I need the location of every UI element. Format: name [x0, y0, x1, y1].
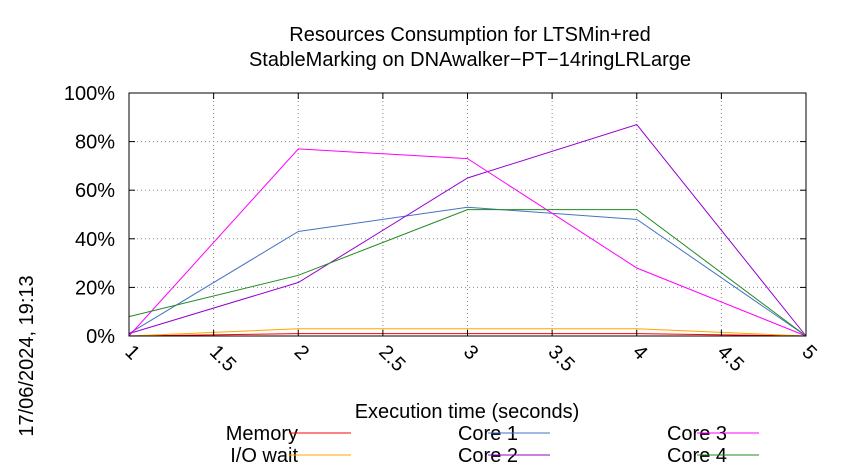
- series-line-core-2: [128, 124, 807, 337]
- x-tick-label: 1.5: [205, 341, 240, 376]
- x-tick-label: 1: [120, 341, 143, 364]
- y-tick-label: 60%: [75, 180, 115, 202]
- chart-title-line-2: StableMarking on DNAwalker−PT−14ringLRLa…: [249, 49, 691, 71]
- y-tick-label: 40%: [75, 229, 115, 251]
- legend-label-memory: Memory: [226, 423, 298, 445]
- y-tick-label: 0%: [86, 326, 115, 348]
- series-lines: [128, 124, 807, 337]
- chart-title-line-1: Resources Consumption for LTSMin+red: [289, 24, 650, 46]
- series-line-core-3: [128, 148, 807, 337]
- x-tick-label: 4.5: [713, 341, 748, 376]
- legend-label-core-2: Core 2: [458, 445, 518, 467]
- y-tick-label: 100%: [64, 83, 115, 105]
- y-tick-label: 80%: [75, 132, 115, 154]
- x-tick-label: 3: [459, 341, 482, 364]
- x-tick-label: 4: [628, 341, 651, 364]
- chart-title: Resources Consumption for LTSMin+red Sta…: [249, 24, 691, 71]
- x-tick-label: 5: [797, 341, 820, 364]
- x-tick-label: 3.5: [544, 341, 579, 376]
- series-line-i-o-wait: [128, 328, 807, 337]
- x-axis-label: Execution time (seconds): [355, 401, 580, 423]
- y-axis: 0% 20% 40% 60% 80% 100%: [64, 83, 806, 348]
- legend-label-core-4: Core 4: [667, 445, 727, 467]
- series-line-core-4: [128, 209, 807, 337]
- x-tick-label: 2.5: [374, 341, 409, 376]
- legend-label-core-3: Core 3: [667, 423, 727, 445]
- x-tick-label: 2: [290, 341, 313, 364]
- y-tick-label: 20%: [75, 277, 115, 299]
- timestamp-label: 17/06/2024, 19:13: [16, 275, 38, 436]
- gridlines: [129, 93, 806, 336]
- legend-label-core-1: Core 1: [458, 423, 518, 445]
- series-line-core-1: [128, 206, 807, 337]
- legend-label-i-o-wait: I/O wait: [230, 445, 298, 467]
